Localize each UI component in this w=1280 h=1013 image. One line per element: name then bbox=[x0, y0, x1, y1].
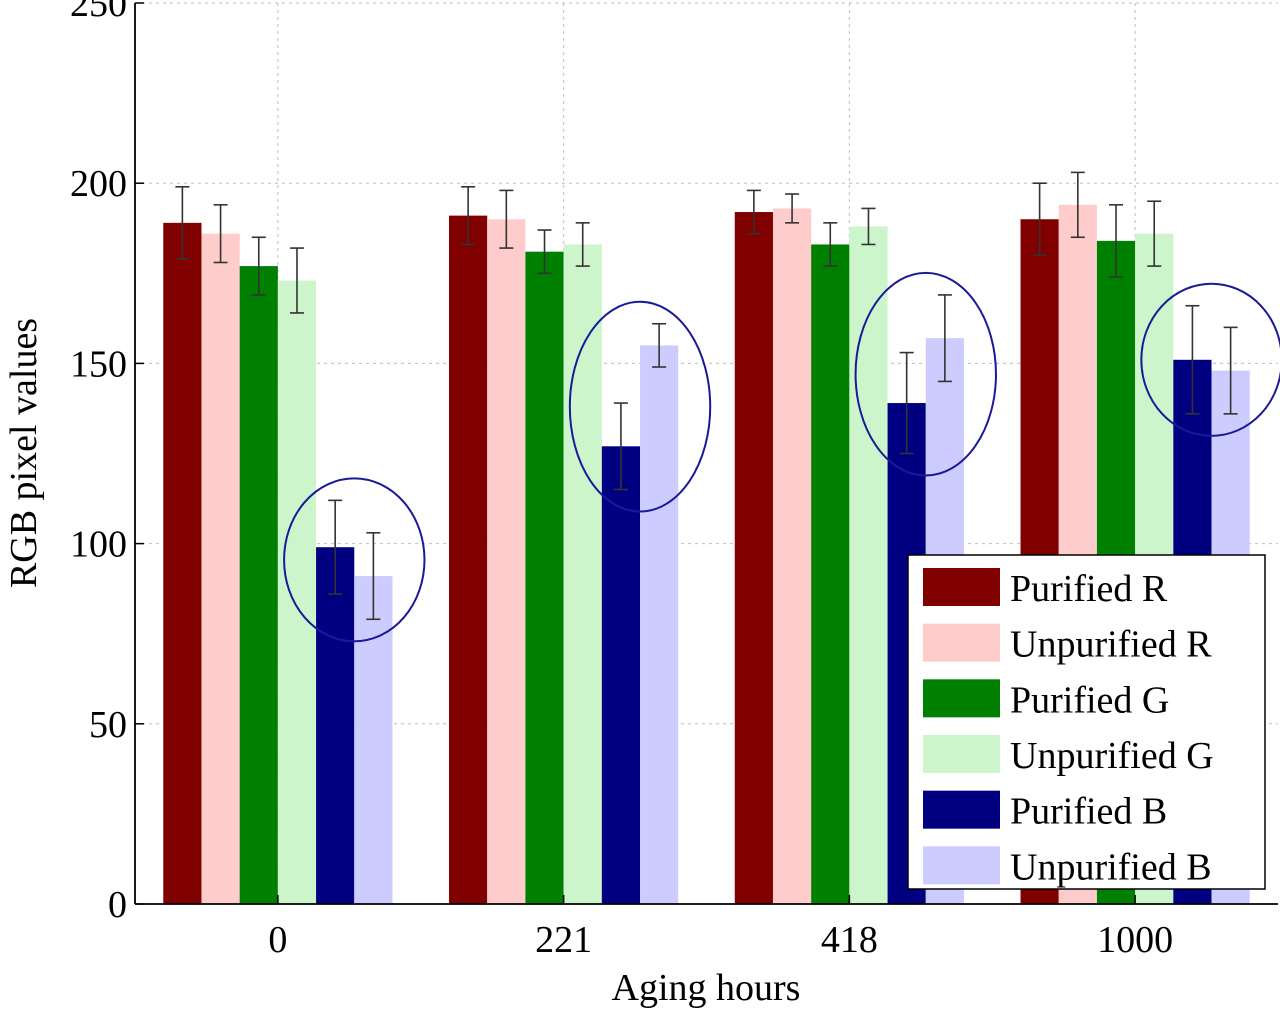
bar bbox=[849, 226, 888, 904]
error-bar bbox=[328, 499, 343, 595]
bar bbox=[277, 280, 317, 904]
error-bar bbox=[937, 294, 952, 383]
bar bbox=[239, 266, 278, 904]
error-bar bbox=[1109, 204, 1124, 278]
bar bbox=[487, 219, 526, 905]
y-tick-label: 0 bbox=[108, 884, 127, 926]
bar bbox=[563, 244, 602, 904]
error-bar bbox=[499, 189, 514, 249]
error-bar bbox=[746, 189, 761, 235]
x-tick-label: 0 bbox=[268, 919, 287, 961]
error-bar bbox=[575, 222, 590, 267]
error-bar bbox=[213, 204, 228, 264]
bar bbox=[449, 215, 488, 905]
bar bbox=[163, 222, 202, 904]
x-axis-label: Aging hours bbox=[612, 967, 801, 1009]
bar bbox=[734, 212, 773, 905]
bar bbox=[201, 233, 240, 904]
error-bar bbox=[1223, 326, 1238, 415]
highlight-ellipse bbox=[854, 271, 997, 477]
error-bar bbox=[289, 247, 304, 314]
x-tick-label: 1000 bbox=[1097, 919, 1173, 961]
legend-swatch bbox=[923, 623, 1000, 662]
tick-labels: 0 50 100 150 200 250 0 221 418 1000 bbox=[70, 0, 1173, 961]
highlight-ellipse bbox=[283, 477, 426, 643]
y-tick-label: 150 bbox=[70, 343, 127, 385]
legend-swatch bbox=[923, 679, 1000, 718]
legend-label: Purified R bbox=[1010, 568, 1168, 610]
legend-label: Purified B bbox=[1010, 791, 1167, 833]
bar bbox=[316, 547, 355, 904]
highlight-ellipse bbox=[568, 300, 712, 513]
legend-swatch bbox=[923, 568, 1000, 606]
error-bar bbox=[652, 322, 667, 368]
error-bar bbox=[1070, 171, 1085, 239]
legend-label: Unpurified R bbox=[1010, 624, 1212, 666]
y-tick-label: 100 bbox=[70, 524, 127, 566]
error-bar bbox=[1032, 182, 1047, 257]
highlight-ellipse bbox=[1140, 282, 1280, 437]
error-bar bbox=[366, 531, 381, 621]
error-bar bbox=[1147, 200, 1162, 267]
bar bbox=[354, 576, 393, 904]
bar bbox=[772, 208, 812, 905]
error-bars bbox=[175, 171, 1238, 621]
error-bar bbox=[899, 351, 914, 455]
error-bar bbox=[251, 236, 266, 296]
y-tick-label: 50 bbox=[89, 704, 127, 746]
bar bbox=[811, 244, 850, 904]
error-bar bbox=[861, 207, 876, 246]
bar bbox=[601, 446, 641, 904]
legend-swatch bbox=[923, 846, 1000, 885]
legend-swatch bbox=[923, 735, 1000, 773]
legend-label: Unpurified B bbox=[1010, 846, 1212, 888]
bar bbox=[640, 345, 679, 904]
y-tick-label: 250 bbox=[70, 0, 127, 25]
legend-label: Unpurified G bbox=[1010, 735, 1214, 777]
error-bar bbox=[1185, 304, 1200, 415]
legend-label: Purified G bbox=[1010, 679, 1169, 721]
highlight-ellipses bbox=[283, 271, 1280, 643]
error-bar bbox=[461, 186, 476, 246]
x-tick-label: 418 bbox=[821, 919, 878, 961]
y-axis-label: RGB pixel values bbox=[3, 318, 45, 588]
error-bar bbox=[175, 186, 190, 260]
error-bar bbox=[613, 402, 628, 491]
bar bbox=[525, 251, 564, 904]
error-bar bbox=[823, 222, 838, 267]
legend: Purified R Unpurified R Purified G Unpurifi… bbox=[907, 554, 1266, 890]
y-tick-label: 200 bbox=[70, 163, 127, 205]
error-bar bbox=[537, 229, 552, 275]
error-bar bbox=[785, 193, 800, 224]
axes bbox=[134, 2, 1278, 905]
legend-box bbox=[907, 554, 1266, 890]
x-tick-label: 221 bbox=[535, 919, 592, 961]
legend-swatch bbox=[923, 790, 1000, 829]
